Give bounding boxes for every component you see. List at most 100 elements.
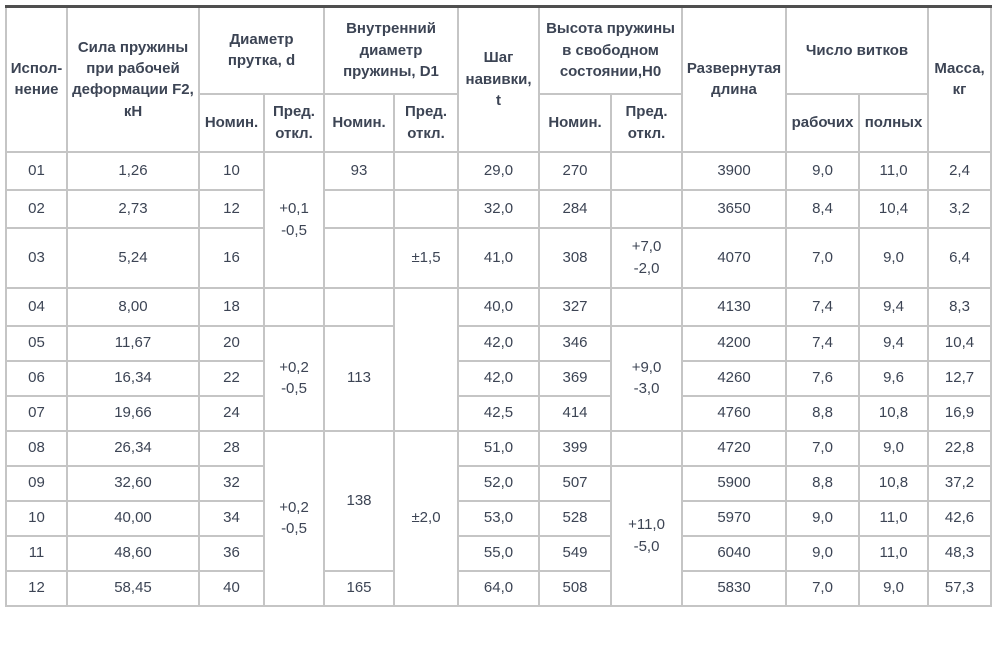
cell-mass: 6,4: [927, 226, 993, 289]
cell-h0-nominal: 308: [538, 226, 613, 289]
cell-pitch: 42,0: [457, 324, 541, 362]
cell-pitch: 40,0: [457, 286, 541, 327]
cell-d-nominal: 24: [198, 394, 265, 432]
col-header-developed-length: Развернутая длина: [681, 5, 788, 153]
cell-turns-working: 8,8: [785, 464, 861, 502]
cell-d-nominal: 34: [198, 499, 265, 537]
cell-turns-total: 9,0: [858, 569, 930, 607]
cell-turns-total: 11,0: [858, 150, 930, 191]
cell-mass: 3,2: [927, 188, 993, 229]
cell-turns-total: 9,4: [858, 286, 930, 327]
cell-turns-working: 7,4: [785, 286, 861, 327]
cell-turns-working: 8,4: [785, 188, 861, 229]
cell-turns-total: 9,0: [858, 429, 930, 467]
col-header-execution: Испол- нение: [5, 5, 68, 153]
cell-turns-working: 7,6: [785, 359, 861, 397]
empty-cell: [610, 286, 684, 327]
cell-h0-tolerance: +9,0 -3,0: [610, 324, 684, 432]
table-row: 02 2,73 12 32,0 284 3650 8,4 10,4 3,2: [5, 188, 993, 229]
cell-d1-nominal: 165: [323, 569, 395, 607]
table-row: 07 19,66 24 42,5 414 4760 8,8 10,8 16,9: [5, 394, 993, 432]
cell-turns-working: 9,0: [785, 499, 861, 537]
cell-d-nominal: 18: [198, 286, 265, 327]
header-row-sub: Номин. Пред. откл. Номин. Пред. откл. Но…: [6, 92, 991, 153]
col-header-free-height: Высота пружины в свободном состоянии,H0: [538, 5, 684, 95]
table-row: 10 40,00 34 53,0 528 5970 9,0 11,0 42,6: [5, 499, 993, 537]
cell-d-nominal: 10: [198, 150, 265, 191]
cell-length: 4200: [681, 324, 788, 362]
cell-h0-nominal: 528: [538, 499, 613, 537]
cell-turns-total: 10,8: [858, 464, 930, 502]
cell-force: 58,45: [66, 569, 200, 607]
cell-h0-nominal: 549: [538, 534, 613, 572]
cell-d-nominal: 40: [198, 569, 265, 607]
cell-force: 5,24: [66, 226, 200, 289]
cell-d1-tolerance: ±2,0: [392, 429, 460, 607]
cell-length: 4260: [681, 359, 788, 397]
cell-turns-total: 10,8: [858, 394, 930, 432]
table-row: 01 1,26 10 +0,1 -0,5 93 29,0 270 3900 9,…: [5, 150, 993, 289]
cell-d-nominal: 36: [198, 534, 265, 572]
empty-cell: [323, 188, 395, 229]
cell-pitch: 29,0: [457, 150, 541, 191]
subheader-d-tolerance: Пред. откл.: [263, 92, 325, 153]
cell-turns-working: 7,4: [785, 324, 861, 362]
cell-execution: 08: [5, 429, 68, 467]
cell-h0-tolerance: +11,0 -5,0: [610, 464, 684, 607]
cell-mass: 22,8: [927, 429, 993, 467]
cell-d1-nominal: 138: [323, 429, 395, 572]
cell-turns-working: 7,0: [785, 429, 861, 467]
cell-execution: 01: [5, 150, 68, 191]
cell-execution: 12: [5, 569, 68, 607]
empty-cell: [323, 286, 395, 327]
col-header-rod-diameter: Диаметр прутка, d: [198, 5, 325, 95]
cell-force: 11,67: [66, 324, 200, 362]
subheader-d-nominal: Номин.: [198, 92, 265, 153]
cell-length: 5970: [681, 499, 788, 537]
cell-pitch: 32,0: [457, 188, 541, 229]
cell-force: 32,60: [66, 464, 200, 502]
table-row: 08 26,34 28 +0,2 -0,5 138 ±2,0 51,0 399 …: [5, 429, 993, 607]
cell-turns-total: 9,0: [858, 226, 930, 289]
cell-h0-nominal: 284: [538, 188, 613, 229]
col-header-pitch: Шаг навивки, t: [457, 5, 541, 153]
cell-execution: 02: [5, 188, 68, 229]
cell-pitch: 51,0: [457, 429, 541, 467]
cell-force: 16,34: [66, 359, 200, 397]
table-row: 04 8,00 18 40,0 327 4130 7,4 9,4 8,3: [5, 286, 993, 432]
cell-turns-total: 9,6: [858, 359, 930, 397]
cell-mass: 48,3: [927, 534, 993, 572]
cell-length: 4760: [681, 394, 788, 432]
cell-h0-nominal: 369: [538, 359, 613, 397]
cell-h0-tolerance: +7,0 -2,0: [610, 226, 684, 289]
cell-pitch: 42,5: [457, 394, 541, 432]
table-row: 05 11,67 20 +0,2 -0,5 113 42,0 346 +9,0 …: [5, 324, 993, 432]
cell-mass: 8,3: [927, 286, 993, 327]
cell-force: 2,73: [66, 188, 200, 229]
table-row: 12 58,45 40 165 64,0 508 5830 7,0 9,0 57…: [5, 569, 993, 607]
cell-pitch: 53,0: [457, 499, 541, 537]
cell-length: 4070: [681, 226, 788, 289]
cell-length: 3650: [681, 188, 788, 229]
subheader-turns-working: рабочих: [785, 92, 861, 153]
cell-length: 3900: [681, 150, 788, 191]
cell-d-tolerance: +0,2 -0,5: [263, 429, 325, 607]
cell-d-nominal: 32: [198, 464, 265, 502]
cell-length: 4720: [681, 429, 788, 467]
col-header-spring-force: Сила пружины при рабочей деформации F2, …: [66, 5, 200, 153]
subheader-d1-tolerance: Пред. откл.: [392, 92, 460, 153]
table-row: 06 16,34 22 42,0 369 4260 7,6 9,6 12,7: [5, 359, 993, 397]
cell-d-tolerance: +0,1 -0,5: [263, 150, 325, 289]
empty-cell: [610, 150, 684, 191]
subheader-d1-nominal: Номин.: [323, 92, 395, 153]
cell-length: 4130: [681, 286, 788, 327]
cell-execution: 04: [5, 286, 68, 327]
cell-length: 5830: [681, 569, 788, 607]
cell-force: 48,60: [66, 534, 200, 572]
cell-force: 19,66: [66, 394, 200, 432]
cell-h0-nominal: 507: [538, 464, 613, 502]
cell-pitch: 41,0: [457, 226, 541, 289]
cell-mass: 2,4: [927, 150, 993, 191]
cell-h0-nominal: 399: [538, 429, 613, 467]
